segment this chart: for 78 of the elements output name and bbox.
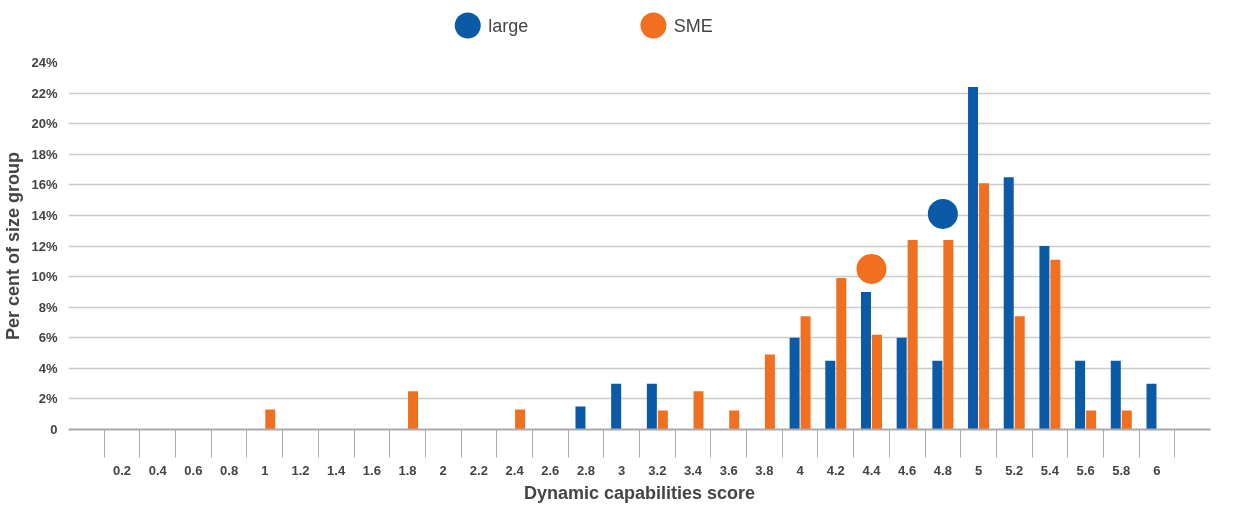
bar bbox=[657, 410, 668, 430]
bar bbox=[1014, 316, 1025, 430]
bar bbox=[408, 391, 419, 430]
x-tick-label: 0.8 bbox=[220, 462, 239, 478]
bar bbox=[1086, 410, 1097, 430]
bar bbox=[979, 183, 990, 430]
bar bbox=[1110, 360, 1121, 430]
x-tick-label: 2.4 bbox=[505, 462, 525, 478]
x-tick-label: 4.2 bbox=[826, 462, 845, 478]
bar bbox=[907, 239, 918, 430]
y-tick-label: 24% bbox=[31, 55, 58, 70]
x-tick-label: 3.8 bbox=[755, 462, 774, 478]
bar bbox=[575, 406, 586, 430]
x-tick-label: 0.2 bbox=[113, 462, 132, 478]
x-tick-label: 5.4 bbox=[1040, 462, 1060, 478]
bar bbox=[693, 391, 704, 430]
y-tick-label: 20% bbox=[31, 116, 58, 132]
x-tick-label: 5.6 bbox=[1076, 462, 1095, 478]
bar bbox=[871, 334, 882, 430]
x-tick-label: 4.4 bbox=[862, 462, 882, 478]
x-tick-label: 5.2 bbox=[1005, 462, 1024, 478]
x-tick-label: 1.8 bbox=[398, 462, 417, 478]
x-tick-label: 4 bbox=[796, 462, 805, 478]
bar bbox=[1075, 360, 1086, 430]
x-tick-label: 2.6 bbox=[541, 462, 560, 478]
bar bbox=[515, 409, 526, 430]
x-tick-label: 2.8 bbox=[576, 462, 596, 478]
y-axis-title: Per cent of size group bbox=[3, 151, 24, 341]
x-tick-label: 4.8 bbox=[933, 462, 952, 478]
bar bbox=[932, 360, 943, 430]
x-tick-label: 3 bbox=[618, 462, 626, 478]
x-tick-label: 1.2 bbox=[291, 462, 310, 478]
x-tick-label: 0.6 bbox=[184, 462, 203, 478]
bar bbox=[1050, 259, 1061, 430]
x-tick-label: 3.2 bbox=[648, 462, 667, 478]
bar bbox=[896, 337, 907, 430]
y-tick-label: 6% bbox=[38, 330, 58, 346]
bar bbox=[646, 383, 657, 430]
y-tick-label: 8% bbox=[38, 299, 58, 315]
bar bbox=[764, 354, 775, 430]
bar bbox=[1146, 383, 1157, 430]
y-tick-label: 4% bbox=[38, 360, 58, 376]
y-tick-label: 2% bbox=[38, 391, 58, 407]
x-tick-label: 1.6 bbox=[362, 462, 381, 478]
legend-label: SME bbox=[673, 15, 713, 36]
x-tick-label: 6 bbox=[1153, 462, 1161, 478]
bar bbox=[789, 337, 800, 430]
y-tick-label: 22% bbox=[31, 85, 58, 101]
legend-label: large bbox=[488, 15, 529, 36]
bar bbox=[1039, 246, 1050, 430]
x-tick-label: 2 bbox=[439, 462, 447, 478]
x-tick-label: 1 bbox=[261, 462, 269, 478]
bar bbox=[265, 409, 276, 430]
x-tick-label: 3.6 bbox=[719, 462, 738, 478]
y-tick-label: 0 bbox=[50, 422, 58, 437]
x-tick-label: 4.6 bbox=[898, 462, 917, 478]
y-tick-label: 12% bbox=[31, 238, 58, 254]
bar bbox=[1003, 177, 1014, 430]
x-tick-label: 3.4 bbox=[684, 462, 703, 478]
y-tick-label: 10% bbox=[31, 269, 58, 285]
x-tick-label: 0.4 bbox=[148, 462, 168, 478]
y-tick-label: 16% bbox=[31, 177, 58, 193]
bar bbox=[611, 383, 622, 430]
bar bbox=[943, 239, 954, 430]
bar bbox=[860, 291, 871, 430]
x-tick-label: 5 bbox=[974, 462, 983, 478]
x-axis-title: Dynamic capabilities score bbox=[523, 482, 756, 503]
x-tick-label: 5.8 bbox=[1112, 462, 1131, 478]
y-tick-label: 14% bbox=[31, 207, 58, 223]
bar bbox=[1121, 410, 1132, 430]
bar bbox=[968, 86, 979, 430]
bar bbox=[800, 316, 811, 430]
x-tick-label: 1.4 bbox=[327, 462, 346, 478]
bar bbox=[825, 360, 836, 430]
bar bbox=[729, 410, 740, 430]
bar bbox=[836, 278, 847, 430]
x-tick-label: 2.2 bbox=[469, 462, 488, 478]
y-tick-label: 18% bbox=[31, 146, 58, 162]
